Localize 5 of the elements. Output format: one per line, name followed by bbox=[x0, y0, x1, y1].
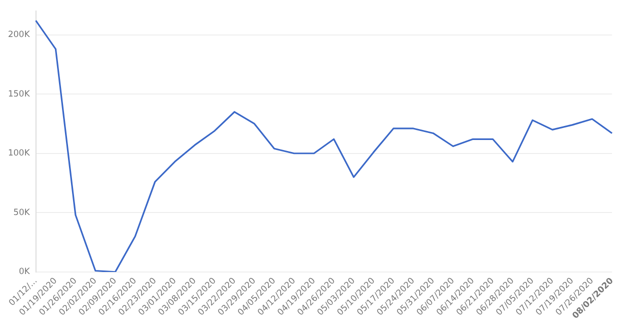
y-tick-label: 100K bbox=[8, 148, 30, 159]
y-tick-label: 0K bbox=[18, 267, 30, 278]
y-tick-label: 150K bbox=[8, 89, 30, 100]
y-tick-label: 200K bbox=[8, 30, 30, 40]
y-tick-label: 50K bbox=[13, 208, 30, 218]
